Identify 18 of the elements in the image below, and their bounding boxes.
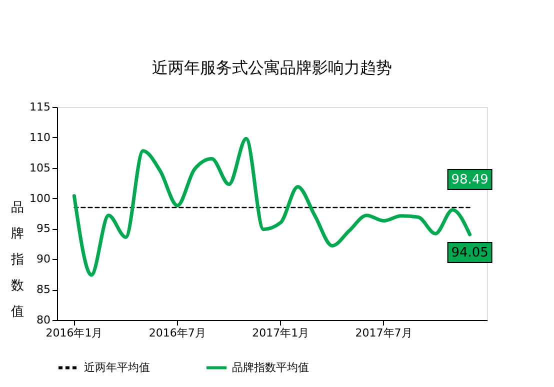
y-tick-label: 105 xyxy=(30,161,50,174)
legend-label: 近两年平均值 xyxy=(84,360,150,374)
x-tick-label: 2016年7月 xyxy=(148,326,206,340)
y-tick-label: 100 xyxy=(30,192,50,205)
chart-title: 近两年服务式公寓品牌影响力趋势 xyxy=(152,58,392,77)
y-tick-label: 95 xyxy=(36,222,50,236)
legend-label: 品牌指数平均值 xyxy=(232,360,309,374)
data-label: 94.05 xyxy=(451,245,488,260)
annotation: 98.49 xyxy=(451,172,488,188)
y-tick-label: 115 xyxy=(30,100,50,114)
y-axis-title: 品牌指数值 xyxy=(10,200,24,320)
y-tick-label: 85 xyxy=(36,283,50,296)
x-tick-label: 2017年7月 xyxy=(355,326,412,340)
x-tick-label: 2016年1月 xyxy=(46,326,103,340)
y-tick-label: 110 xyxy=(30,130,50,144)
x-tick-label: 2017年1月 xyxy=(252,326,310,340)
y-tick-label: 90 xyxy=(36,252,50,266)
y-tick-label: 80 xyxy=(36,314,50,326)
